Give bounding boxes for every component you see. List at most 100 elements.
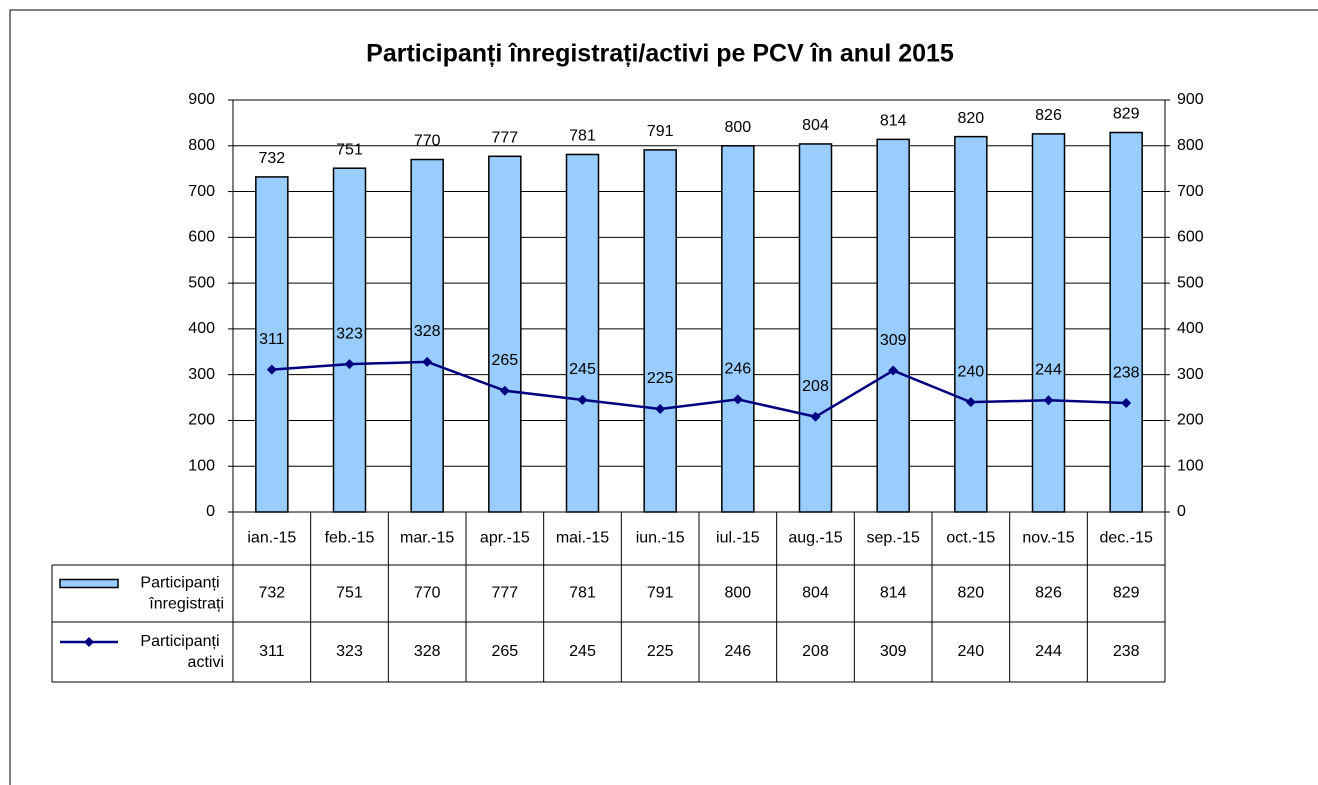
line-marker [1121,398,1132,409]
bar [1109,131,1143,513]
x-tick-label: iun.-15 [636,530,685,547]
x-tick-label: mai.-15 [556,530,609,547]
bar [876,138,910,513]
bar-value-label: 804 [802,117,829,134]
table-value: 323 [336,643,363,660]
line-marker [888,365,899,376]
bar-value-label: 781 [569,128,596,145]
bar [954,135,988,513]
line-series [271,360,1127,419]
bar-value-label: 820 [957,110,984,127]
y2-tick-label: 300 [1177,366,1204,383]
line-value-label: 309 [880,332,907,349]
bar-value-label: 826 [1035,107,1062,124]
table-value: 245 [569,643,596,660]
y2-tick-label: 100 [1177,457,1204,474]
y2-tick-label: 900 [1177,91,1204,108]
line-marker [344,359,355,370]
bar [332,167,367,513]
y2-tick-label: 200 [1177,412,1204,429]
line-marker [732,394,743,405]
x-tick-label: ian.-15 [247,530,296,547]
line-marker [965,397,976,408]
y-tick-label: 400 [188,320,215,337]
bar [721,145,755,513]
bar-value-label: 732 [258,150,285,167]
line-value-label: 208 [802,378,829,395]
bar-value-label: 814 [880,113,907,130]
y-tick-label: 0 [206,503,215,520]
table-value: 208 [802,643,829,660]
x-tick-label: feb.-15 [325,530,375,547]
table-value: 246 [724,643,751,660]
bar [488,155,522,513]
y-tick-label: 200 [188,412,215,429]
table-value: 791 [647,585,674,602]
y-tick-label: 800 [188,137,215,154]
y2-tick-label: 400 [1177,320,1204,337]
line-value-label: 246 [724,361,751,378]
table-value: 225 [647,643,674,660]
chart-title: Participanți înregistrați/activi pe PCV … [366,40,954,68]
table-value: 781 [569,585,596,602]
y-tick-label: 600 [188,229,215,246]
y2-tick-label: 700 [1177,183,1204,200]
table-value: 311 [259,643,285,660]
line-marker [655,404,666,414]
bar [643,149,677,513]
table-value: 328 [414,643,441,660]
table-value: 265 [491,643,518,660]
line-value-label: 328 [414,323,441,340]
line-value-label: 323 [336,325,363,342]
line-value-label: 238 [1113,364,1140,381]
line-marker [810,411,821,422]
x-tick-label: mar.-15 [400,530,454,547]
table-value: 804 [802,585,829,602]
table-value: 814 [880,585,907,602]
y-tick-label: 100 [188,457,215,474]
bar-value-label: 829 [1113,106,1140,123]
y2-tick-label: 0 [1177,503,1186,520]
x-tick-label: iul.-15 [716,530,760,547]
x-tick-label: oct.-15 [946,530,995,547]
line-value-label: 245 [569,361,596,378]
table-value: 732 [258,585,285,602]
y-tick-label: 900 [188,91,215,108]
table-value: 770 [414,585,441,602]
table-value: 238 [1113,643,1140,660]
table-value: 826 [1035,585,1062,602]
bar-value-label: 777 [491,130,518,147]
x-tick-label: nov.-15 [1022,530,1074,547]
bar [565,153,600,513]
legend-swatch [59,578,119,589]
table-value: 800 [724,585,751,602]
y-tick-label: 500 [188,274,215,291]
x-tick-label: aug.-15 [788,530,842,547]
bar [798,143,833,513]
table-value: 777 [491,585,518,602]
line-value-label: 240 [957,363,984,380]
table-value: 240 [957,643,984,660]
bar-value-label: 791 [647,123,674,140]
bar-value-label: 770 [414,133,441,150]
legend-marker [84,637,94,647]
table-value: 244 [1035,643,1062,660]
line-marker [499,385,510,396]
table-value: 309 [880,643,907,660]
bar [1031,133,1066,513]
x-tick-label: dec.-15 [1099,530,1152,547]
table-value: 820 [957,585,984,602]
line-value-label: 225 [647,370,674,387]
line-marker [422,356,433,367]
table-value: 751 [336,585,363,602]
x-tick-label: apr.-15 [480,530,530,547]
line-marker [577,394,588,405]
legend-label: Participanți înregistrați [140,575,224,613]
y-tick-label: 700 [188,183,215,200]
y2-tick-label: 600 [1177,229,1204,246]
legend-label: Participanți activi [140,633,224,671]
x-tick-label: sep.-15 [866,530,919,547]
y2-tick-label: 500 [1177,274,1204,291]
line-value-label: 244 [1035,362,1062,379]
